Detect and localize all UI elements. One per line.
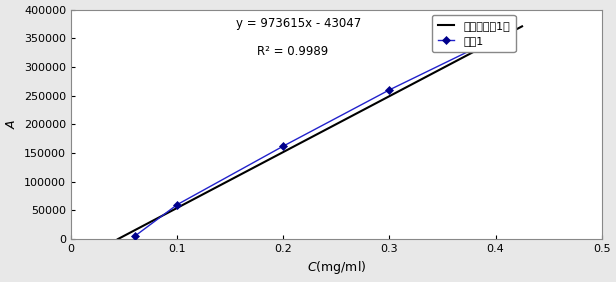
Line: 系其1: 系其1 [132, 36, 498, 239]
系其1 [386, 88, 393, 92]
线性（系其1） [114, 237, 121, 241]
Legend: 线性（系其1）, 系其1: 线性（系其1）, 系其1 [432, 15, 516, 52]
线性（系其1） [480, 45, 488, 48]
线性（系其1） [455, 58, 462, 61]
X-axis label: $C$(mg/ml): $C$(mg/ml) [307, 259, 366, 276]
系其1 [492, 37, 499, 40]
线性（系其1） [115, 237, 123, 240]
系其1 [174, 203, 181, 206]
线性（系其1） [362, 107, 369, 111]
Text: R² = 0.9989: R² = 0.9989 [257, 45, 328, 58]
线性（系其1） [518, 25, 525, 28]
Y-axis label: A: A [6, 120, 18, 129]
线性（系其1） [354, 111, 361, 115]
Line: 线性（系其1）: 线性（系其1） [118, 26, 522, 239]
Text: y = 973615x - 43047: y = 973615x - 43047 [235, 17, 361, 30]
线性（系其1） [355, 111, 362, 114]
系其1 [131, 234, 139, 238]
系其1 [280, 144, 287, 148]
